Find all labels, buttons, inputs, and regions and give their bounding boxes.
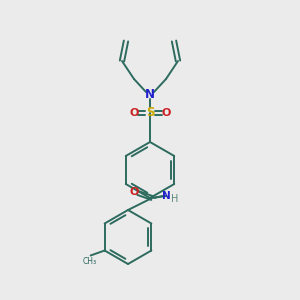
Text: S: S [146,106,154,119]
Text: CH₃: CH₃ [82,256,97,266]
Text: N: N [145,88,155,101]
Text: H: H [171,194,179,204]
Text: O: O [129,108,139,118]
Text: O: O [129,187,139,197]
Text: N: N [162,191,170,201]
Text: O: O [161,108,171,118]
